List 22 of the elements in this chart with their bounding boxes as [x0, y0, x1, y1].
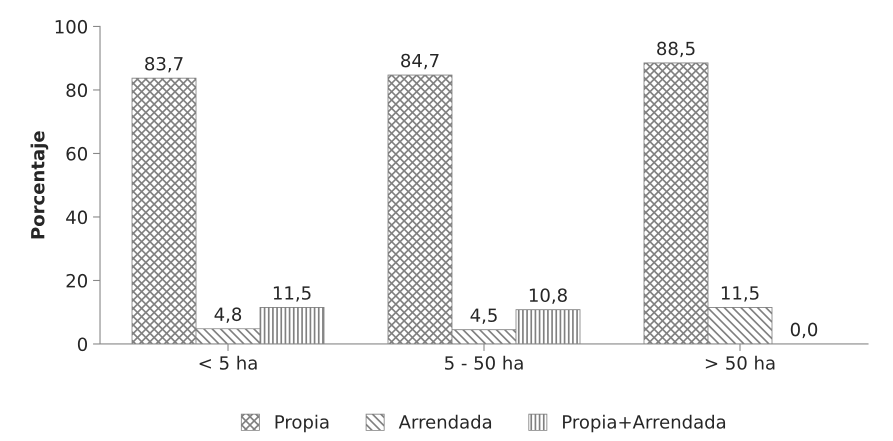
x-tick-label: < 5 ha	[200, 356, 257, 370]
y-axis-title: Porcentaje	[30, 131, 48, 238]
y-tick-label: 20	[66, 274, 88, 288]
data-label: 4,8	[214, 307, 242, 323]
y-tick-label: 40	[66, 210, 88, 224]
data-label: 4,5	[470, 308, 497, 324]
data-label: 84,7	[401, 54, 439, 70]
data-label: 88,5	[657, 42, 695, 58]
legend-label: Propia+Arrendada	[563, 414, 726, 432]
legend-label: Propia	[276, 414, 328, 432]
y-tick-label: 0	[78, 337, 88, 352]
y-tick-label: 80	[66, 83, 88, 98]
data-label: 83,7	[145, 56, 183, 72]
data-label: 11,5	[722, 286, 759, 302]
legend-label: Arrendada	[398, 414, 492, 429]
data-label: 11,5	[274, 286, 311, 302]
y-tick-label: 100	[56, 20, 88, 34]
data-label: 10,8	[530, 288, 567, 304]
y-tick-label: 60	[66, 146, 88, 161]
x-tick-label: 5 - 50 ha	[445, 356, 523, 370]
data-label: 0,0	[790, 322, 818, 338]
x-tick-label: > 50 ha	[706, 356, 774, 370]
